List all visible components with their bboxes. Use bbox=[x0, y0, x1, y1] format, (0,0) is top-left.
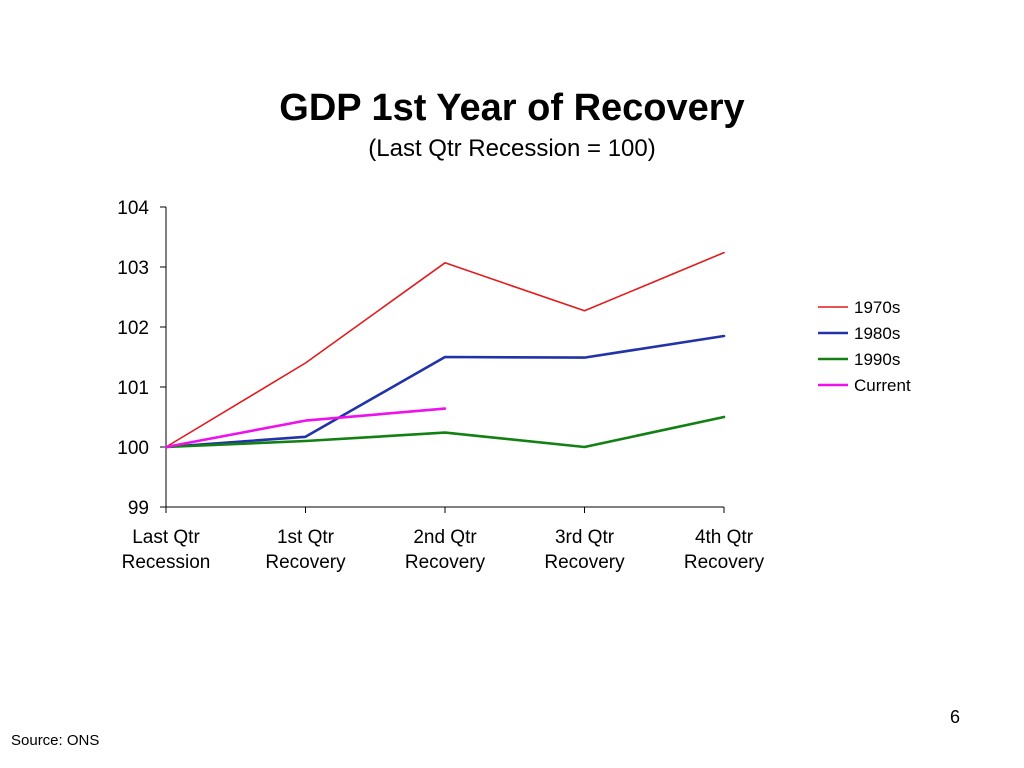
x-tick-label-line: Recovery bbox=[544, 552, 625, 573]
x-tick-label: 4th Qtr Recovery bbox=[684, 527, 765, 573]
chart-axes: 99 100 101 102 103 104 Last Qtr Recession 1st Qt… bbox=[117, 198, 764, 573]
x-tick-label-line: Recovery bbox=[265, 552, 346, 573]
x-tick-label-line: Last Qtr bbox=[132, 527, 200, 548]
page-number: 6 bbox=[949, 707, 960, 727]
y-tick-label: 103 bbox=[117, 258, 149, 279]
x-tick-label-line: Recovery bbox=[405, 552, 486, 573]
series-line-1970s bbox=[165, 251, 725, 448]
x-tick-label: 1st Qtr Recovery bbox=[265, 527, 346, 573]
x-tick-label-line: 1st Qtr bbox=[277, 527, 335, 548]
y-tick-label: 101 bbox=[117, 378, 149, 399]
legend-label-current: Current bbox=[854, 376, 911, 395]
x-tick-label: Last Qtr Recession bbox=[122, 527, 211, 573]
series-line-current bbox=[164, 407, 447, 449]
x-tick-label-line: Recession bbox=[122, 552, 211, 573]
legend-label-1970s: 1970s bbox=[854, 298, 900, 317]
y-tick-label: 100 bbox=[117, 438, 149, 459]
x-tick-label: 2nd Qtr Recovery bbox=[405, 527, 486, 573]
chart-series bbox=[164, 251, 726, 449]
legend-label-1980s: 1980s bbox=[854, 324, 900, 343]
x-tick-label-line: 2nd Qtr bbox=[413, 527, 477, 548]
series-line-1980s bbox=[164, 334, 726, 449]
legend-label-1990s: 1990s bbox=[854, 350, 900, 369]
x-tick-label-line: 4th Qtr bbox=[695, 527, 754, 548]
y-tick-label: 99 bbox=[128, 498, 149, 519]
series-line-1990s bbox=[164, 415, 726, 449]
x-tick-label-line: Recovery bbox=[684, 552, 765, 573]
x-tick-label-line: 3rd Qtr bbox=[555, 527, 615, 548]
y-tick-label: 102 bbox=[117, 318, 149, 339]
y-tick-label: 104 bbox=[117, 198, 149, 219]
chart-title: GDP 1st Year of Recovery bbox=[279, 87, 745, 129]
source-note: Source: ONS bbox=[11, 732, 100, 749]
chart-subtitle: (Last Qtr Recession = 100) bbox=[368, 135, 656, 162]
chart-legend: 1970s 1980s 1990s Current bbox=[818, 298, 911, 395]
x-tick-label: 3rd Qtr Recovery bbox=[544, 527, 625, 573]
